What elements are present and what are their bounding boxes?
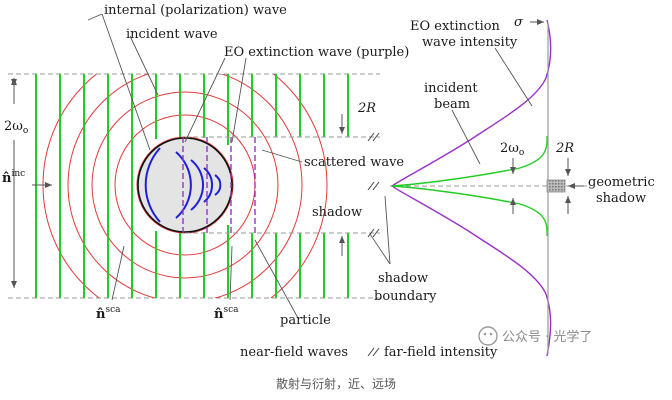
geometric-shadow-box [546,179,566,193]
n-sca-label-2: n̂sca [214,305,239,322]
shadow-boundary-label-1: shadow [378,271,428,286]
n-sca-1-main: n̂ [96,307,106,322]
sigma-label: σ [514,15,524,30]
break-marks [367,132,380,357]
n-sca-2-sup: sca [223,305,239,315]
watermark-icon [478,326,498,346]
two-r-label: 2R [357,101,376,116]
n-inc-label: n̂inc [2,169,25,186]
shadow-boundary-lines [185,136,590,234]
two-omega-right-main: 2ω [500,141,519,156]
two-omega-right-sub: o [519,148,524,158]
two-omega-left-sub: o [23,126,28,136]
leader-lines [87,13,391,319]
far-field-label: far-field intensity [384,345,498,360]
eo-intensity-label-1: EO extinction [410,19,501,34]
n-sca-2-main: n̂ [214,307,224,322]
two-omega-left-label: 2ωo [4,119,28,136]
geometric-shadow-label-2: shadow [596,191,646,206]
n-inc-sup: inc [11,169,25,179]
incident-wavefronts [35,74,349,298]
scattered-wave-label: scattered wave [304,155,404,170]
eo-intensity-label-2: wave intensity [422,35,518,50]
particle-disk [137,137,233,233]
far-field-leaders [451,47,533,165]
caption: 散射与衍射，近、远场 [276,376,396,391]
watermark-text: 公众号 · 光学了 [502,329,592,345]
particle-label: particle [280,313,331,328]
geometric-shadow-label-1: geometric [588,175,655,190]
n-sca-1-sup: sca [105,305,121,315]
two-omega-right-label: 2ωo [500,141,524,158]
far-field-dimension-arrows [510,158,571,214]
watermark: 公众号 · 光学了 [478,326,592,346]
two-r-right-label: 2R [555,141,574,156]
n-sca-label-1: n̂sca [96,305,121,322]
incident-beam-label-1: incident [424,81,478,96]
extinction-wave-lines [182,137,256,233]
two-omega-left-main: 2ω [4,119,23,134]
incident-beam-label-2: beam [434,97,470,112]
near-field-label: near-field waves [240,345,348,360]
incident-wave-label: incident wave [126,27,218,42]
internal-wave-arcs [144,147,222,223]
beam-boundary-lines [8,73,380,299]
incident-beam-curve [391,135,548,237]
shadow-label: shadow [312,205,362,220]
shadow-boundary-label-2: boundary [374,289,437,304]
eo-extinction-wave-label: EO extinction wave (purple) [224,45,409,60]
internal-wave-label: internal (polarization) wave [104,3,287,18]
n-inc-main: n̂ [2,171,12,186]
